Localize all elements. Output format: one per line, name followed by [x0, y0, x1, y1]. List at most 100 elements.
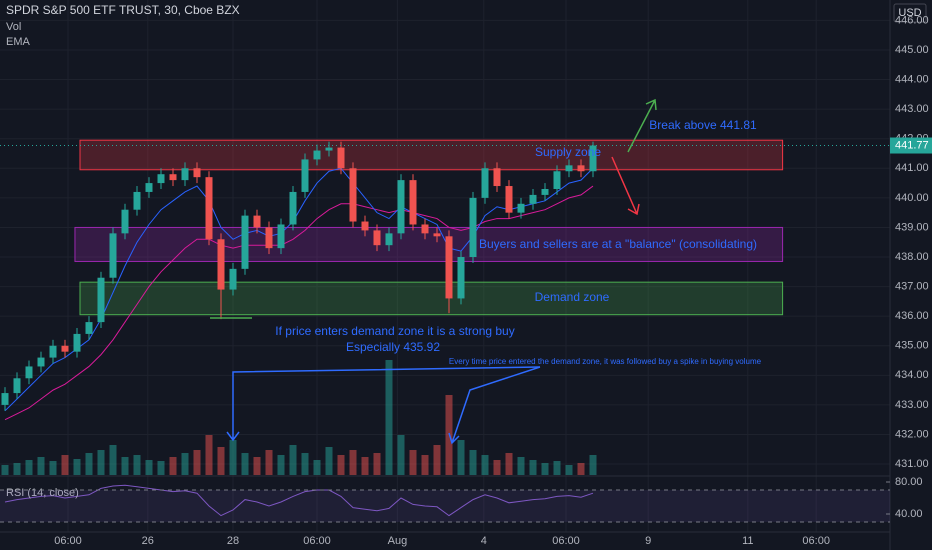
price-label: 441.77 — [895, 139, 929, 151]
volume-bar — [193, 450, 201, 475]
zone — [79, 281, 784, 316]
volume-bar — [529, 460, 537, 475]
volume-bar — [13, 463, 21, 475]
volume-bar — [157, 461, 165, 475]
x-tick-label: 06:00 — [303, 535, 331, 547]
volume-bar — [73, 459, 81, 475]
candle-body — [577, 165, 585, 172]
arrows — [210, 98, 657, 445]
volume-bar — [457, 440, 465, 475]
arrow-down — [611, 156, 640, 216]
volume-bar — [253, 457, 261, 475]
candle-body — [589, 145, 597, 172]
candle-body — [121, 209, 129, 234]
candle-body — [277, 224, 285, 249]
candle-body — [421, 224, 429, 234]
candle-body — [61, 345, 69, 352]
volume-bar — [289, 445, 297, 475]
volume-bar — [265, 450, 273, 475]
candle-body — [457, 257, 465, 299]
y-tick-label: 444.00 — [895, 73, 929, 85]
volume-bar — [397, 435, 405, 475]
annotation: Break above 441.81 — [649, 118, 757, 132]
volume-bar — [577, 463, 585, 475]
volume-bar — [1, 465, 9, 475]
volume-bar — [517, 457, 525, 475]
volume-bar — [49, 461, 57, 475]
candle-body — [133, 191, 141, 210]
volume-bar — [301, 453, 309, 475]
price-label-box — [890, 137, 932, 154]
y-tick-label: 431.00 — [895, 458, 929, 470]
volume-bar — [145, 460, 153, 475]
y-tick-label: 435.00 — [895, 340, 929, 352]
candle-body — [313, 150, 321, 160]
volume-bar — [181, 453, 189, 475]
volume-bar — [409, 450, 417, 475]
candle-body — [301, 159, 309, 192]
zone — [74, 226, 784, 262]
y-tick-label: 432.00 — [895, 428, 929, 440]
y-tick-label: 439.00 — [895, 221, 929, 233]
volume-bar — [85, 453, 93, 475]
volume-bar — [205, 435, 213, 475]
candle-body — [373, 230, 381, 246]
candle-body — [325, 147, 333, 151]
annotation: Especially 435.92 — [346, 340, 440, 354]
volume-bar — [421, 455, 429, 475]
candle-body — [37, 357, 45, 367]
volume-bar — [361, 457, 369, 475]
candle-body — [253, 215, 261, 228]
candle-body — [433, 233, 441, 237]
candle-body — [25, 366, 33, 379]
volume-bar — [433, 445, 441, 475]
volume-bar — [493, 460, 501, 475]
candle-body — [541, 188, 549, 195]
candle-body — [385, 233, 393, 246]
y-tick-label: 438.00 — [895, 251, 929, 263]
volume-bar — [229, 440, 237, 475]
y-tick-label: 436.00 — [895, 310, 929, 322]
volume-bar — [133, 455, 141, 475]
y-tick-label: 437.00 — [895, 281, 929, 293]
y-tick-label: 445.00 — [895, 44, 929, 56]
ema-slow — [4, 185, 594, 421]
volume-bar — [385, 360, 393, 475]
rsi-band — [0, 490, 890, 522]
candle-body — [409, 180, 417, 225]
candle-body — [349, 168, 357, 222]
candle-body — [85, 322, 93, 334]
y-tick-label: 441.00 — [895, 162, 929, 174]
x-tick-label: 06:00 — [802, 535, 830, 547]
candle-body — [565, 165, 573, 172]
volume-bar — [337, 455, 345, 475]
candle-body — [157, 174, 165, 184]
y-tick-label: 443.00 — [895, 103, 929, 115]
volume-bar — [565, 465, 573, 475]
y-tick-label: 446.00 — [895, 14, 929, 26]
volume-bar — [481, 455, 489, 475]
arrow-volume-1 — [226, 366, 541, 442]
candle-body — [49, 345, 57, 358]
volume-bar — [505, 453, 513, 475]
currency[interactable]: USD — [898, 7, 921, 19]
candle-body — [265, 227, 273, 249]
x-tick-label: 4 — [481, 535, 487, 547]
x-tick-label: 9 — [645, 535, 651, 547]
volume-bar — [541, 463, 549, 475]
currency-box[interactable] — [893, 3, 927, 23]
arrow-up — [627, 98, 657, 153]
candle-body — [337, 147, 345, 169]
candle-body — [73, 333, 81, 352]
volume-bar — [373, 453, 381, 475]
x-tick-label: 26 — [142, 535, 154, 547]
y-tick-label: 433.00 — [895, 399, 929, 411]
candle-body — [97, 277, 105, 323]
candle-body — [445, 236, 453, 299]
candle-body — [205, 177, 213, 240]
x-tick-label: 28 — [227, 535, 239, 547]
candle-body — [169, 174, 177, 181]
volume-bar — [553, 461, 561, 475]
